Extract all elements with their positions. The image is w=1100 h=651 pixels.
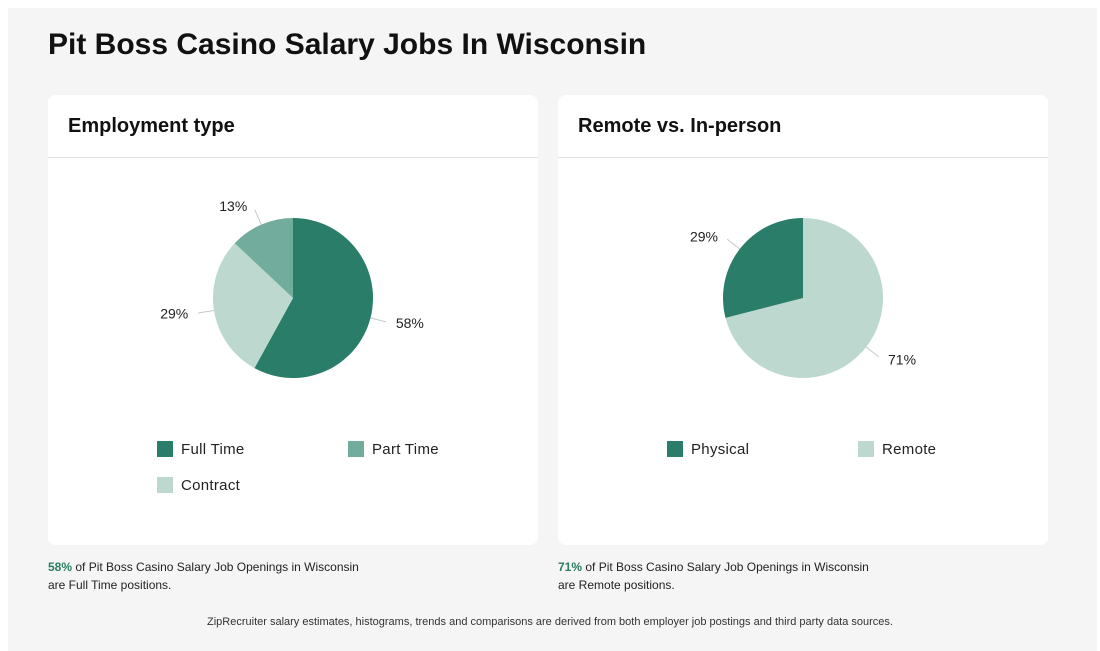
legend-item-full-time: Full Time	[157, 441, 245, 458]
leader-line-contract	[198, 310, 215, 314]
remote-vs-in-person-card: Remote vs. In-person 71% 29% Physical Rem…	[558, 95, 1048, 545]
pie-slice-full-time	[254, 218, 374, 378]
legend-swatch-physical	[667, 441, 683, 457]
legend-item-remote: Remote	[858, 441, 936, 458]
caption-percent: 58%	[48, 560, 73, 574]
leader-line-remote	[865, 346, 880, 358]
legend-label-contract: Contract	[181, 477, 241, 494]
employment-type-title: Employment type	[68, 115, 235, 137]
legend-label-full-time: Full Time	[181, 441, 245, 458]
legend-label-physical: Physical	[691, 441, 750, 458]
caption-text: are Full Time positions.	[48, 578, 172, 592]
card-divider	[558, 157, 1048, 158]
leader-line-full-time	[370, 317, 387, 323]
card-divider	[48, 157, 538, 158]
legend-item-physical: Physical	[667, 441, 749, 458]
caption-text: are Remote positions.	[558, 578, 675, 592]
caption-text: of Pit Boss Casino Salary Job Openings i…	[72, 560, 359, 574]
remote-vs-in-person-pie-chart: 71% 29%	[690, 218, 916, 378]
pie-slice-contract	[213, 243, 293, 369]
legend-label-remote: Remote	[882, 441, 937, 458]
employment-type-pie-chart: 58% 29% 13%	[160, 198, 424, 378]
leader-line-part-time	[254, 209, 262, 225]
page-title: Pit Boss Casino Salary Jobs In Wisconsin	[48, 28, 647, 61]
legend-label-part-time: Part Time	[372, 441, 439, 458]
data-label-full-time: 58%	[396, 315, 424, 331]
legend-swatch-part-time	[348, 441, 364, 457]
leader-line-physical	[726, 238, 741, 250]
footer-disclaimer: ZipRecruiter salary estimates, histogram…	[207, 616, 893, 628]
pie-slice-remote	[725, 218, 883, 378]
legend-swatch-contract	[157, 477, 173, 493]
employment-type-card: Employment type 58% 29% 13% Full Time Part…	[48, 95, 538, 545]
data-label-physical: 29%	[690, 229, 718, 245]
data-label-remote: 71%	[888, 351, 916, 367]
legend-swatch-remote	[858, 441, 874, 457]
legend-item-contract: Contract	[157, 477, 240, 494]
pie-slice-part-time	[234, 218, 293, 298]
caption-text: of Pit Boss Casino Salary Job Openings i…	[582, 560, 869, 574]
data-label-part-time: 13%	[219, 198, 247, 214]
legend-item-part-time: Part Time	[348, 441, 439, 458]
legend-swatch-full-time	[157, 441, 173, 457]
remote-caption: 71% of Pit Boss Casino Salary Job Openin…	[558, 558, 888, 594]
pie-slice-physical	[722, 218, 803, 318]
caption-percent: 71%	[558, 560, 583, 574]
data-label-contract: 29%	[160, 306, 188, 322]
remote-vs-in-person-title: Remote vs. In-person	[578, 115, 782, 137]
employment-type-caption: 58% of Pit Boss Casino Salary Job Openin…	[48, 558, 378, 594]
